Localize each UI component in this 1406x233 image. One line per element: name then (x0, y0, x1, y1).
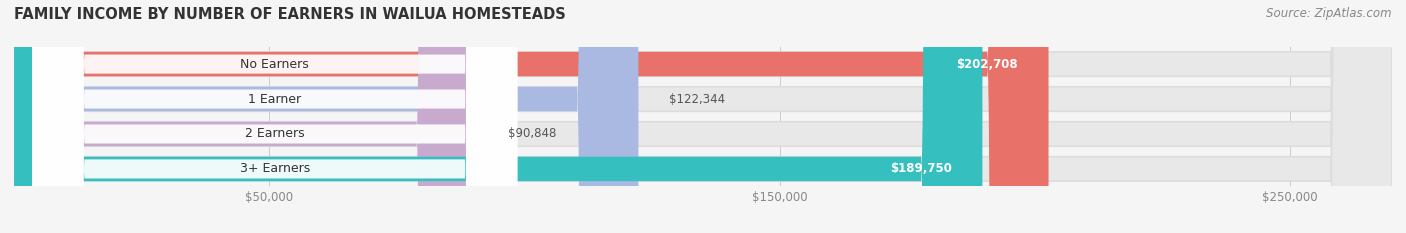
Text: $122,344: $122,344 (669, 93, 725, 106)
Text: 2 Earners: 2 Earners (245, 127, 305, 140)
Text: 1 Earner: 1 Earner (249, 93, 301, 106)
FancyBboxPatch shape (32, 0, 517, 233)
FancyBboxPatch shape (14, 0, 478, 233)
FancyBboxPatch shape (14, 0, 983, 233)
Text: No Earners: No Earners (240, 58, 309, 71)
FancyBboxPatch shape (14, 0, 1392, 233)
FancyBboxPatch shape (32, 0, 517, 233)
Text: $189,750: $189,750 (890, 162, 952, 175)
Text: FAMILY INCOME BY NUMBER OF EARNERS IN WAILUA HOMESTEADS: FAMILY INCOME BY NUMBER OF EARNERS IN WA… (14, 7, 565, 22)
FancyBboxPatch shape (32, 0, 517, 233)
FancyBboxPatch shape (14, 0, 1392, 233)
FancyBboxPatch shape (14, 0, 1049, 233)
Text: $90,848: $90,848 (509, 127, 557, 140)
FancyBboxPatch shape (14, 0, 1392, 233)
FancyBboxPatch shape (32, 0, 517, 233)
Text: 3+ Earners: 3+ Earners (239, 162, 309, 175)
FancyBboxPatch shape (14, 0, 638, 233)
Text: Source: ZipAtlas.com: Source: ZipAtlas.com (1267, 7, 1392, 20)
Text: $202,708: $202,708 (956, 58, 1018, 71)
FancyBboxPatch shape (14, 0, 1392, 233)
